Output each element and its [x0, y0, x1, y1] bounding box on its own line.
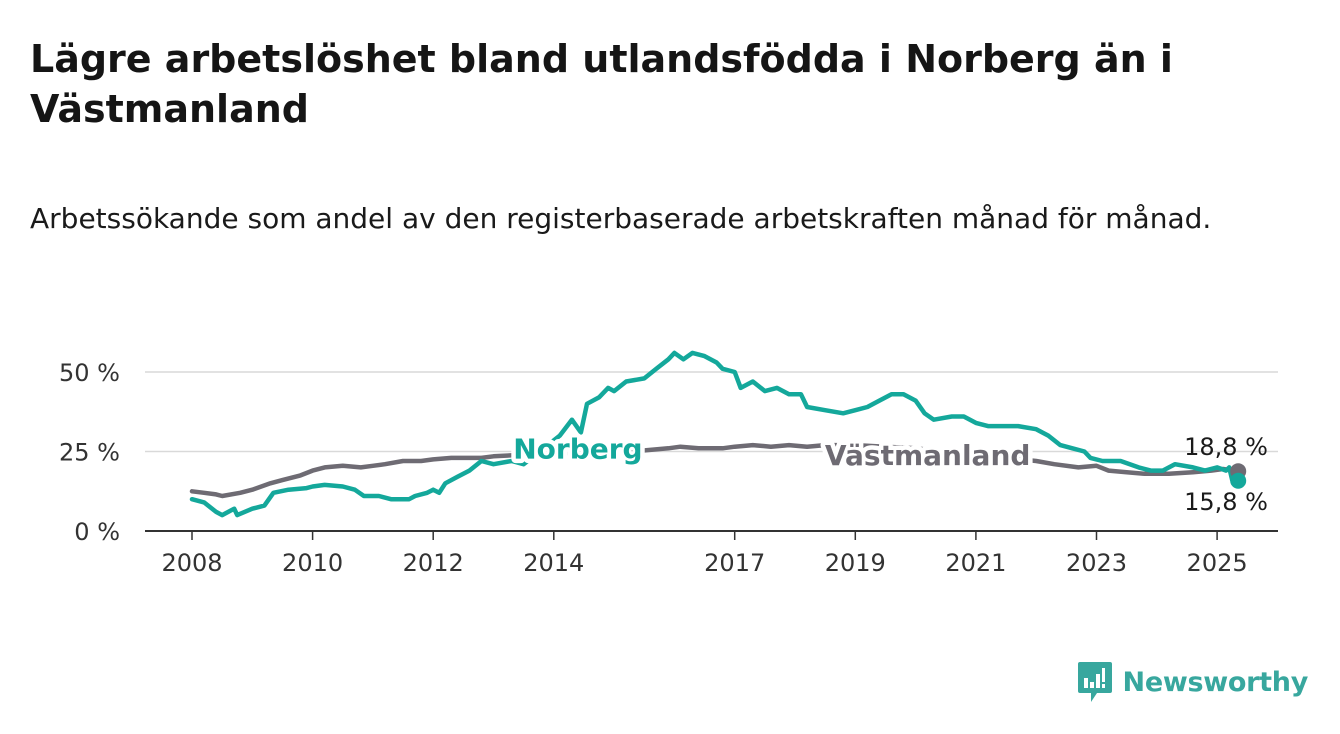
chart-title: Lägre arbetslöshet bland utlandsfödda i …: [30, 37, 1173, 131]
x-tick-label: 2019: [825, 549, 886, 577]
series-line-norberg: [189, 350, 1241, 518]
end-label-norberg: 15,8 %: [1184, 488, 1268, 516]
newsworthy-logo-icon: [1077, 662, 1112, 702]
x-tick-label: 2017: [704, 549, 765, 577]
series-label-halo: Västmanland: [825, 439, 1031, 472]
x-tick-label: 2008: [161, 549, 222, 577]
brand-logo: Newsworthy: [1077, 660, 1308, 704]
series-label: Norberg: [513, 432, 642, 465]
y-tick-label: 0 %: [74, 518, 120, 546]
x-tick-label: 2012: [403, 549, 464, 577]
x-tick-label: 2023: [1066, 549, 1127, 577]
x-tick-label: 2021: [945, 549, 1006, 577]
end-label-vastmanland: 18,8 %: [1184, 433, 1268, 461]
end-point-norberg: [1230, 472, 1247, 489]
series-label-halo: Norberg: [513, 432, 642, 465]
y-tick-label: 25 %: [59, 439, 120, 467]
x-tick-label: 2010: [282, 549, 343, 577]
chart-subtitle: Arbetssökande som andel av den registerb…: [30, 202, 1212, 235]
series-label: Västmanland: [825, 439, 1031, 472]
x-tick-label: 2025: [1187, 549, 1248, 577]
x-tick-label: 2014: [523, 549, 584, 577]
brand-name: Newsworthy: [1122, 666, 1309, 698]
y-tick-label: 50 %: [59, 359, 120, 387]
series-line-vastmanland: [189, 442, 1241, 499]
